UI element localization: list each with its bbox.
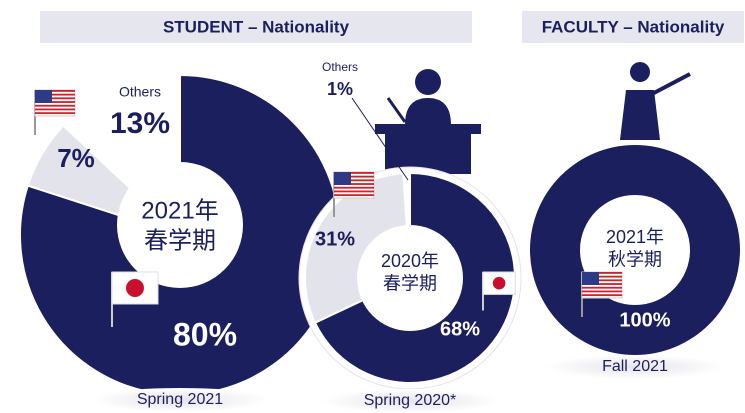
us-flag-stripe xyxy=(35,93,75,96)
value-label: 80% xyxy=(173,316,237,352)
jp-flag-sun xyxy=(492,276,506,290)
category-label: Others xyxy=(322,60,358,74)
category-label: Others xyxy=(119,84,161,100)
us-flag-stripe xyxy=(334,172,374,174)
value-label: 68% xyxy=(440,318,480,340)
caption-bg xyxy=(320,389,500,413)
center-label: 春学期 xyxy=(383,273,437,293)
center-label: 秋学期 xyxy=(608,249,662,269)
header-bar xyxy=(40,11,472,43)
value-label: 13% xyxy=(110,107,170,140)
center-disc xyxy=(117,162,243,288)
leader-line xyxy=(351,97,409,181)
header-title: STUDENT – Nationality xyxy=(163,17,350,36)
center-label: 2021年 xyxy=(141,197,218,224)
center-label: 2020年 xyxy=(381,251,439,271)
us-flag-stripe xyxy=(35,104,75,107)
us-flag-stripe xyxy=(334,183,374,185)
caption: Spring 2021 xyxy=(137,391,223,408)
us-flag-canton xyxy=(334,172,351,185)
us-flag-stripe xyxy=(582,294,622,297)
us-flag-stripe xyxy=(35,90,75,92)
teacher-icon xyxy=(375,69,481,174)
us-flag-canton xyxy=(35,90,52,103)
us-flag-stripe xyxy=(582,286,622,289)
us-flag-canton xyxy=(582,272,599,285)
us-flag-stripe xyxy=(582,283,622,285)
us-flag-stripe xyxy=(35,112,75,115)
value-label: 100% xyxy=(619,309,670,331)
header-title: FACULTY – Nationality xyxy=(542,17,725,36)
us-flag-stripe xyxy=(582,279,622,282)
us-flag-stripe xyxy=(334,179,374,182)
value-label: 31% xyxy=(315,228,355,250)
value-label: 7% xyxy=(57,143,95,173)
us-flag-stripe xyxy=(582,275,622,278)
center-disc xyxy=(357,225,463,331)
us-flag-stripe xyxy=(35,101,75,103)
faculty-icon xyxy=(620,62,691,140)
us-flag-stripe xyxy=(582,272,622,274)
us-flag-stripe xyxy=(582,290,622,293)
us-flag-stripe xyxy=(35,97,75,100)
center-label: 春学期 xyxy=(144,227,216,254)
value-label: 1% xyxy=(327,79,353,99)
caption-bg xyxy=(90,388,270,412)
caption: Spring 2020* xyxy=(364,392,457,409)
center-label: 2021年 xyxy=(606,227,664,247)
us-flag-stripe xyxy=(35,108,75,111)
caption: Fall 2021 xyxy=(602,358,668,375)
us-flag-stripe xyxy=(334,186,374,189)
us-flag-stripe xyxy=(334,194,374,197)
us-flag-stripe xyxy=(334,175,374,178)
jp-flag-sun xyxy=(126,279,144,297)
us-flag-stripe xyxy=(334,190,374,193)
header-bar xyxy=(522,11,744,43)
caption-bg xyxy=(545,355,725,379)
